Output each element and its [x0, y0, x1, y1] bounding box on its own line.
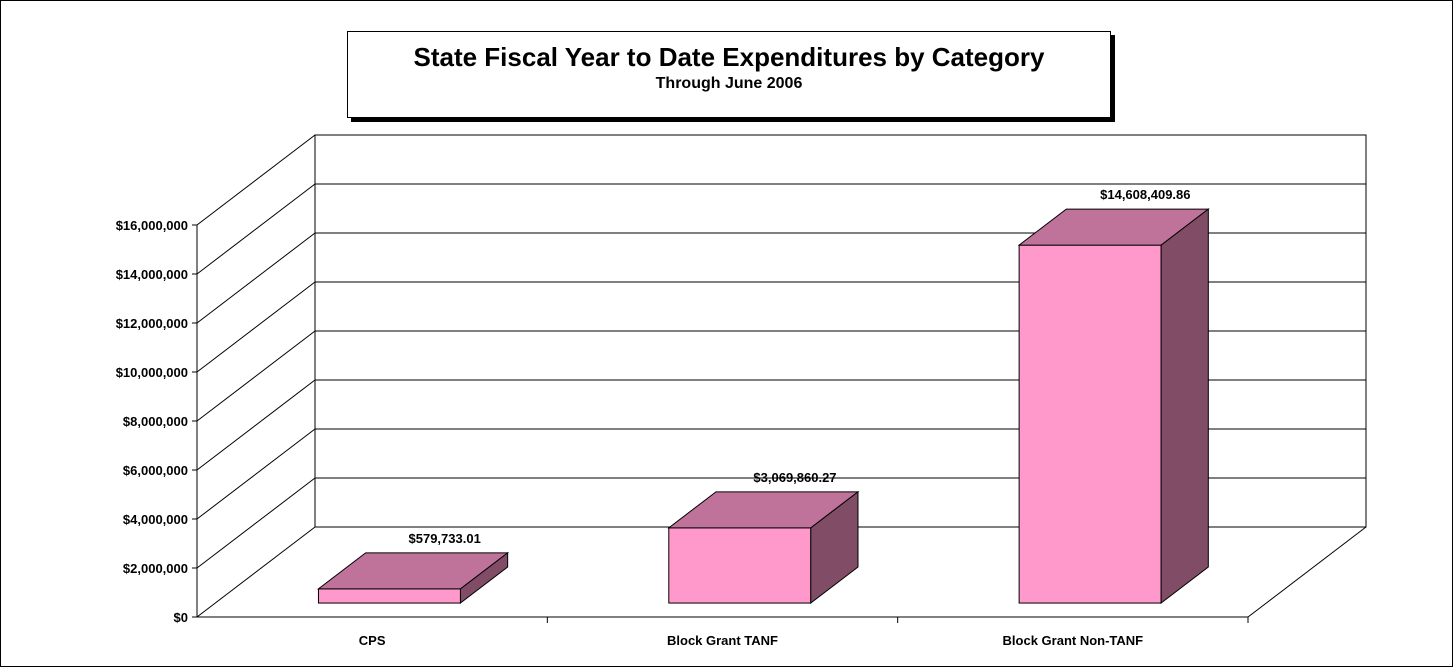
- bar-front: [668, 527, 812, 604]
- side-gridline: [196, 428, 316, 520]
- title-box: State Fiscal Year to Date Expenditures b…: [347, 31, 1111, 118]
- bar-side: [459, 551, 509, 605]
- side-gridline: [196, 281, 316, 373]
- bar-front: [1018, 244, 1162, 604]
- side-gridline: [196, 477, 316, 569]
- y-tick-label: $14,000,000: [116, 267, 188, 282]
- side-gridline: [196, 526, 316, 618]
- chart-title: State Fiscal Year to Date Expenditures b…: [413, 42, 1045, 72]
- x-tick-label: Block Grant Non-TANF: [1003, 633, 1144, 648]
- y-tick-label: $12,000,000: [116, 316, 188, 331]
- x-tick-label: Block Grant TANF: [667, 633, 778, 648]
- y-tick-label: $16,000,000: [116, 218, 188, 233]
- side-gridline: [196, 379, 316, 471]
- y-tick-label: $6,000,000: [123, 463, 188, 478]
- y-tick-label: $10,000,000: [116, 365, 188, 380]
- chart-subtitle: Through June 2006: [655, 75, 803, 92]
- bar-side: [810, 490, 859, 605]
- data-label: $14,608,409.86: [1100, 187, 1190, 202]
- data-label: $3,069,860.27: [753, 470, 836, 485]
- x-tick-label: CPS: [359, 633, 386, 648]
- side-gridline: [196, 232, 316, 324]
- bar-side: [1160, 208, 1209, 605]
- y-tick-label: $2,000,000: [123, 561, 188, 576]
- y-tick-label: $8,000,000: [123, 414, 188, 429]
- y-tick-label: $0: [174, 610, 188, 625]
- side-gridline: [196, 330, 316, 422]
- bar-front: [317, 588, 461, 604]
- y-tick-label: $4,000,000: [123, 512, 188, 527]
- side-gridline: [196, 134, 316, 226]
- data-label: $579,733.01: [409, 531, 481, 546]
- floor-right-edge: [1247, 526, 1367, 618]
- side-gridline: [196, 183, 316, 275]
